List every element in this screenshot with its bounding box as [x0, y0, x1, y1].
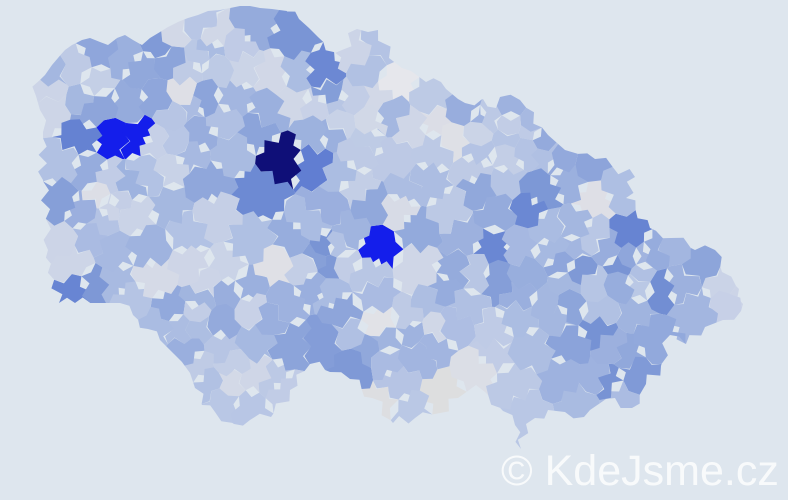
svg-text:© KdeJsme.cz: © KdeJsme.cz: [501, 447, 779, 495]
